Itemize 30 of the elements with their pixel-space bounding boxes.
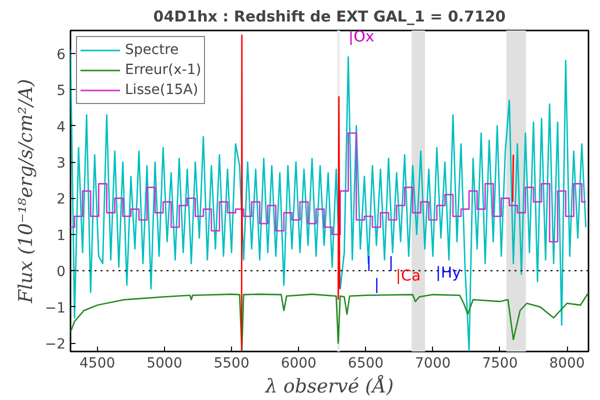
x-tick-label: 5500: [214, 356, 250, 372]
x-tick-label: 6500: [348, 356, 384, 372]
annotation: |: [388, 254, 394, 272]
y-tick-label: 5: [56, 83, 66, 100]
legend-label: Erreur(x-1): [125, 62, 202, 78]
x-tick-label: 6000: [280, 356, 316, 372]
annotation: |Ox: [348, 28, 374, 46]
chart-title: 04D1hx : Redshift de EXT GAL_1 = 0.7120: [153, 8, 506, 26]
x-tick-label: 7000: [415, 356, 451, 372]
legend-label: Lisse(15A): [125, 82, 198, 98]
annotation: |Hy: [436, 264, 462, 282]
line-series: [70, 292, 588, 352]
y-tick-label: 1: [56, 228, 66, 244]
y-axis-title: Flux (10⁻¹⁸erg/s/cm²/A): [14, 79, 37, 304]
legend-label: Spectre: [125, 42, 179, 58]
x-tick-label: 8000: [549, 356, 585, 372]
y-tick-label: −2: [44, 336, 66, 353]
x-axis-title: λ observé (Å): [264, 374, 394, 398]
x-tick-label: 5000: [146, 356, 182, 372]
y-tick-label: 4: [56, 119, 66, 136]
annotation: |: [366, 254, 372, 272]
y-tick-label: 2: [56, 192, 66, 208]
y-tick-label: −1: [44, 300, 66, 316]
annotation: |: [374, 275, 380, 294]
y-tick-label: 0: [56, 264, 66, 280]
y-tick-label: 3: [56, 156, 66, 172]
y-tick-label: 6: [56, 46, 66, 63]
annotation: |Ca: [396, 266, 421, 284]
x-tick-label: 7500: [482, 356, 518, 372]
x-tick-label: 4500: [80, 356, 116, 372]
